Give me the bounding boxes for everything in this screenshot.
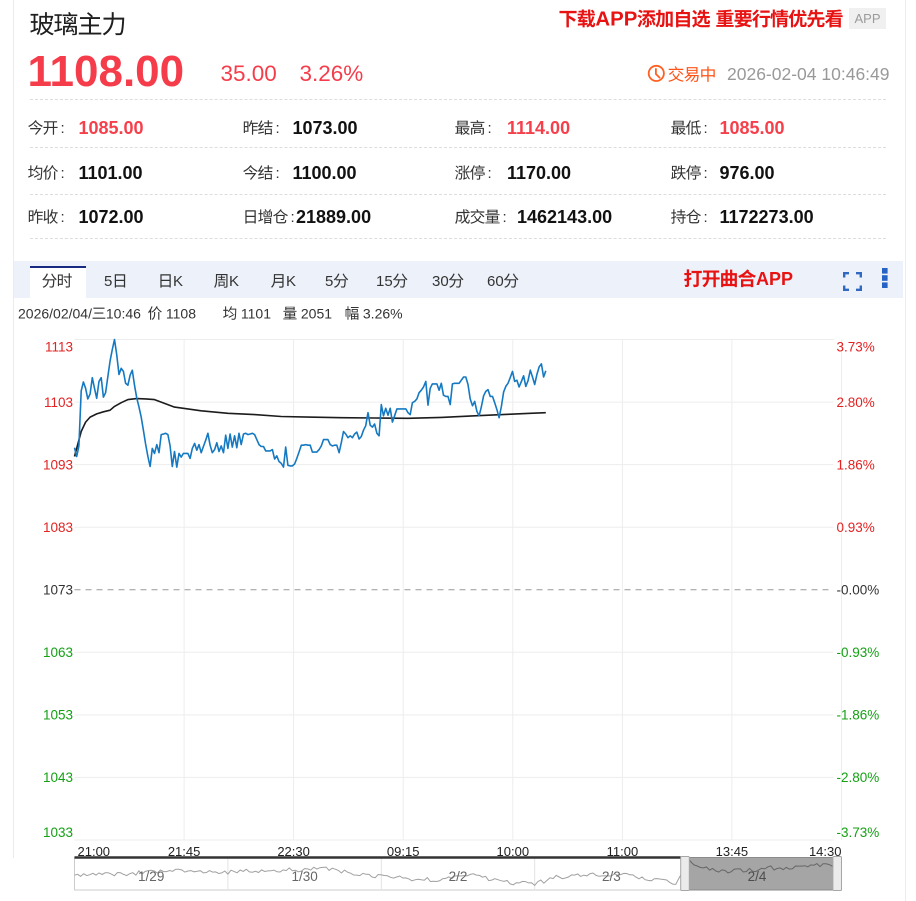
svg-text::: :	[61, 209, 65, 226]
svg-text:-0.00%: -0.00%	[837, 583, 880, 598]
svg-text:-0.93%: -0.93%	[837, 645, 880, 660]
svg-text:10:46: 10:46	[105, 305, 140, 321]
svg-text:-3.73%: -3.73%	[837, 825, 880, 840]
svg-text:K: K	[173, 273, 183, 290]
svg-text:K: K	[229, 273, 239, 290]
svg-text:2026/02/04/: 2026/02/04/	[18, 305, 92, 321]
svg-text::: :	[703, 209, 707, 226]
svg-text:13:45: 13:45	[716, 844, 749, 859]
svg-text:22:30: 22:30	[277, 844, 310, 859]
svg-text:1.86%: 1.86%	[837, 457, 875, 472]
svg-text:1073: 1073	[43, 583, 73, 598]
svg-text:21:45: 21:45	[168, 844, 201, 859]
svg-text:5: 5	[325, 273, 333, 290]
svg-text:APP: APP	[756, 269, 793, 289]
svg-text:14:30: 14:30	[809, 844, 842, 859]
svg-text:2051: 2051	[301, 305, 332, 321]
svg-text:1101: 1101	[240, 305, 270, 321]
svg-text:10:00: 10:00	[497, 844, 530, 859]
svg-text:1/29: 1/29	[138, 869, 164, 884]
svg-text::: :	[275, 120, 279, 137]
svg-text:1/30: 1/30	[291, 869, 317, 884]
svg-text:2/3: 2/3	[602, 869, 621, 884]
svg-text:60: 60	[487, 273, 504, 290]
svg-text::: :	[703, 120, 707, 137]
svg-text:2/2: 2/2	[449, 869, 468, 884]
svg-text:30: 30	[432, 273, 449, 290]
svg-text:15: 15	[376, 273, 393, 290]
svg-text:-1.86%: -1.86%	[837, 708, 880, 723]
svg-text::: :	[488, 120, 492, 137]
svg-text::: :	[503, 209, 507, 226]
svg-text:1113: 1113	[45, 339, 73, 354]
svg-text:2/4: 2/4	[748, 869, 767, 884]
svg-text:1083: 1083	[43, 520, 73, 535]
svg-text:1063: 1063	[43, 645, 73, 660]
svg-text::: :	[61, 120, 65, 137]
svg-text:1108: 1108	[166, 305, 196, 321]
svg-text::: :	[488, 165, 492, 182]
svg-text:5: 5	[104, 273, 112, 290]
svg-text:11:00: 11:00	[607, 844, 639, 859]
svg-text:K: K	[286, 273, 296, 290]
svg-text:APP: APP	[595, 8, 637, 30]
svg-text:09:15: 09:15	[387, 844, 420, 859]
svg-text:1093: 1093	[43, 457, 73, 472]
svg-text::: :	[290, 209, 294, 226]
svg-text:3.73%: 3.73%	[837, 339, 875, 354]
svg-text:-2.80%: -2.80%	[837, 770, 880, 785]
svg-text:1053: 1053	[43, 708, 73, 723]
svg-text::: :	[703, 165, 707, 182]
svg-text:21:00: 21:00	[78, 844, 111, 859]
svg-text:1033: 1033	[43, 825, 73, 840]
svg-text:1043: 1043	[43, 770, 73, 785]
svg-text:1103: 1103	[44, 395, 73, 410]
svg-text:0.93%: 0.93%	[837, 520, 875, 535]
svg-text::: :	[61, 165, 65, 182]
svg-text:2.80%: 2.80%	[837, 395, 875, 410]
svg-text:3.26%: 3.26%	[363, 305, 403, 321]
svg-text::: :	[275, 165, 279, 182]
